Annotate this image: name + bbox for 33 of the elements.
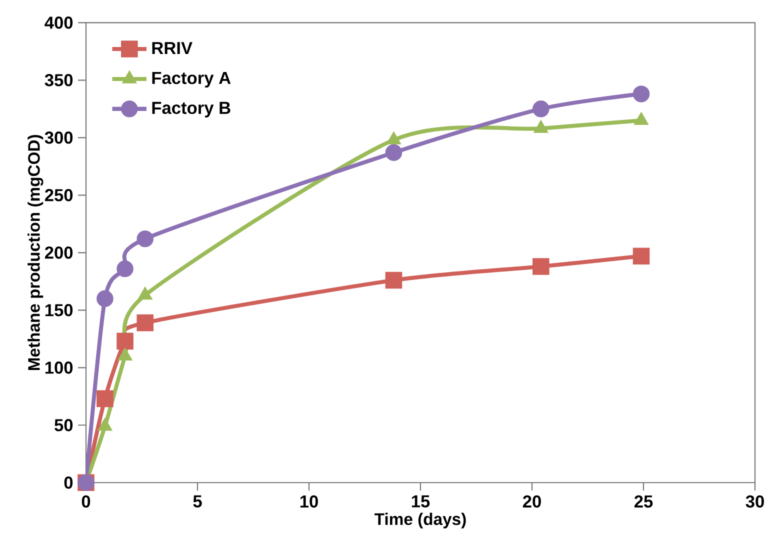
point <box>385 272 402 289</box>
point <box>116 332 134 350</box>
y-tick-label: 100 <box>45 362 73 374</box>
x-tick-label: 10 <box>300 495 318 508</box>
point <box>532 100 550 118</box>
legend-label: Factory B <box>152 102 230 118</box>
x-tick-label: 5 <box>193 495 202 508</box>
x-axis-title: Time (days) <box>374 512 466 528</box>
x-tick-label: 25 <box>634 495 653 508</box>
y-tick-label: 0 <box>64 476 73 489</box>
point <box>632 86 650 102</box>
point <box>96 390 114 408</box>
y-tick-label: 350 <box>44 74 73 86</box>
point <box>136 230 154 248</box>
point <box>136 314 154 332</box>
point <box>632 248 650 265</box>
x-tick-label: 0 <box>82 495 90 508</box>
x-tick-label: 20 <box>522 495 541 508</box>
y-tick-label: 400 <box>44 16 73 29</box>
y-tick-label: 150 <box>45 304 73 316</box>
point <box>96 290 114 308</box>
point <box>532 258 550 275</box>
legend-label: RRIV <box>152 42 192 54</box>
y-tick-label: 300 <box>44 132 73 144</box>
point <box>116 260 134 278</box>
x-tick-label: 15 <box>412 495 430 508</box>
point <box>385 144 402 162</box>
x-tick-label: 30 <box>746 495 764 508</box>
y-tick-label: 200 <box>44 246 73 259</box>
y-tick-label: 250 <box>44 189 73 202</box>
legend-label: Factory A <box>152 72 231 88</box>
y-tick-label: 50 <box>54 419 73 432</box>
y-axis-title: Methane production (mgCOD) <box>28 134 44 370</box>
